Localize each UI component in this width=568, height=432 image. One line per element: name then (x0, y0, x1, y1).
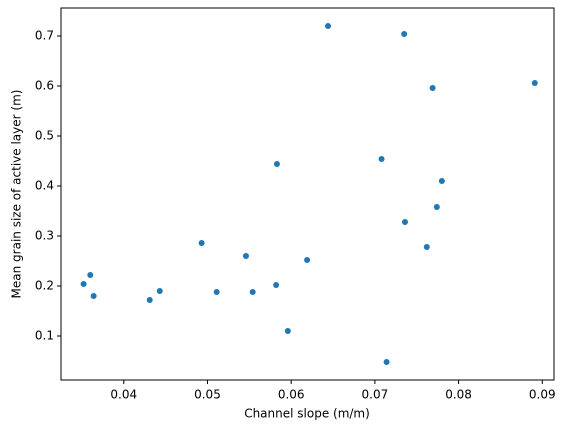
point (304, 257, 311, 263)
y-tick-label: 0.2 (35, 279, 54, 293)
point (213, 289, 220, 295)
point (325, 23, 332, 29)
point (242, 253, 249, 259)
point (383, 359, 390, 365)
point (198, 240, 205, 246)
point (284, 328, 291, 334)
x-tick-label: 0.06 (278, 388, 305, 402)
x-axis-label: Channel slope (m/m) (244, 407, 370, 421)
point (146, 297, 153, 303)
point (401, 31, 408, 37)
point (156, 288, 163, 294)
point (402, 219, 409, 225)
y-tick-label: 0.1 (35, 329, 54, 343)
y-tick-label: 0.7 (35, 29, 54, 43)
x-tick-label: 0.09 (529, 388, 556, 402)
point (87, 272, 94, 278)
point (249, 289, 256, 295)
y-axis-label: Mean grain size of active layer (m) (10, 90, 24, 299)
point (423, 244, 430, 250)
point (273, 282, 280, 288)
point (429, 85, 436, 91)
y-tick-label: 0.3 (35, 229, 54, 243)
y-tick-label: 0.6 (35, 79, 54, 93)
x-tick-label: 0.07 (362, 388, 389, 402)
point (80, 281, 87, 287)
x-tick-label: 0.08 (445, 388, 472, 402)
point (438, 178, 445, 184)
y-tick-label: 0.5 (35, 129, 54, 143)
point (378, 156, 385, 162)
x-tick-label: 0.05 (194, 388, 221, 402)
point (273, 161, 280, 167)
point (90, 293, 97, 299)
point (531, 80, 538, 86)
plot-frame (60, 7, 555, 381)
point (433, 204, 440, 210)
y-tick-label: 0.4 (35, 179, 54, 193)
x-tick-label: 0.04 (110, 388, 137, 402)
